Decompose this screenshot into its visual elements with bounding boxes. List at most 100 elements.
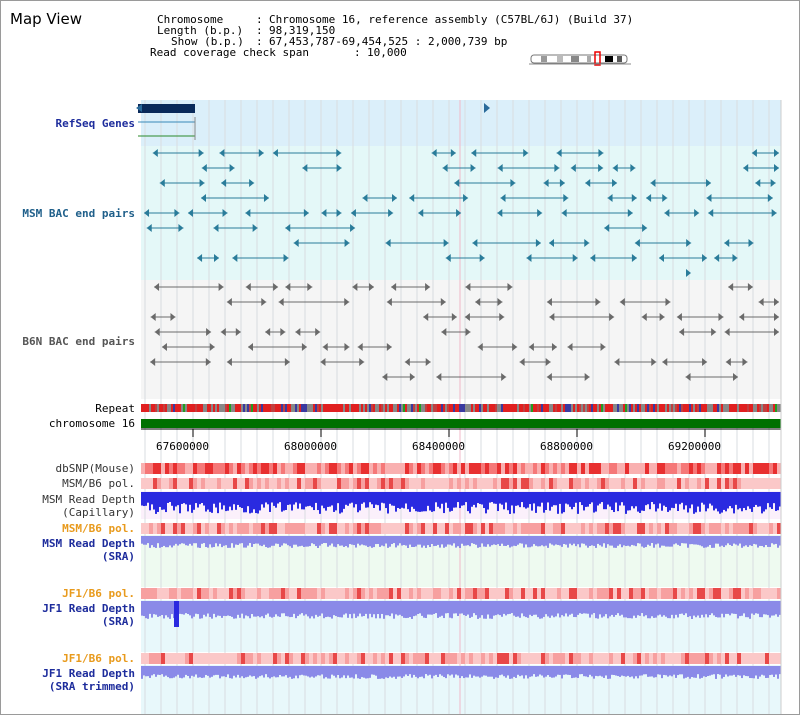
capillary-depth-bar: [397, 492, 399, 508]
polymorphism-cell: [493, 653, 497, 664]
track-label-msm-b6-pol[interactable]: MSM/B6 pol.: [62, 477, 135, 490]
polymorphism-cell: [705, 478, 709, 489]
msm-sra-depth-bar: [767, 536, 769, 547]
polymorphism-cell: [777, 523, 781, 534]
msm-sra-depth-bar: [395, 536, 397, 548]
polymorphism-cell: [757, 653, 761, 664]
track-label-b6n-bac[interactable]: B6N BAC end pairs: [22, 335, 135, 348]
jf1-trim-depth-bar: [363, 666, 365, 678]
capillary-depth-bar: [555, 492, 557, 506]
refseq-gene-arrow: [136, 104, 142, 112]
msm-bac-end: [199, 179, 205, 187]
jf1-trim-depth-bar: [291, 666, 293, 679]
jf1-trim-depth-bar: [437, 666, 439, 678]
jf1-trim-depth-bar: [651, 666, 653, 677]
track-label-jf1-read-depth-trimmed[interactable]: JF1 Read Depth: [42, 667, 135, 680]
repeat-segment: [205, 404, 207, 412]
jf1-sra-depth-bar: [579, 601, 581, 614]
jf1-sra-depth-bar: [733, 601, 735, 614]
polymorphism-cell: [525, 523, 529, 534]
polymorphism-cell: [509, 523, 513, 534]
msm-sra-depth-bar: [193, 536, 195, 544]
repeat-segment: [299, 404, 301, 412]
polymorphism-cell: [697, 463, 701, 474]
jf1-trim-depth-bar: [459, 666, 461, 679]
msm-sra-depth-bar: [609, 536, 611, 546]
capillary-depth-bar: [535, 492, 537, 513]
msm-sra-depth-bar: [777, 536, 779, 548]
track-label-msm-b6-pol-sra[interactable]: MSM/B6 pol.: [62, 522, 135, 535]
jf1-sra-depth-bar: [693, 601, 695, 616]
capillary-depth-bar: [417, 492, 419, 512]
repeat-segment: [563, 404, 565, 412]
polymorphism-cell: [241, 463, 245, 474]
jf1-trim-depth-bar: [153, 666, 155, 675]
track-label-refseq-genes[interactable]: RefSeq Genes: [55, 117, 135, 130]
polymorphism-cell: [389, 653, 393, 664]
capillary-depth-bar: [327, 492, 329, 507]
jf1-sra-depth-bar: [437, 601, 439, 618]
polymorphism-cell: [509, 478, 513, 489]
repeat-segment: [595, 404, 597, 412]
polymorphism-cell: [465, 588, 469, 599]
repeat-segment: [725, 404, 727, 412]
msm-sra-depth-bar: [689, 536, 691, 545]
jf1-trim-depth-bar: [355, 666, 357, 675]
polymorphism-cell: [269, 523, 273, 534]
jf1-sra-depth-bar: [163, 601, 165, 619]
jf1-sra-depth-bar: [439, 601, 441, 617]
msm-bac-end: [548, 239, 554, 247]
polymorphism-cell: [201, 478, 205, 489]
msm-sra-depth-bar: [515, 536, 517, 547]
msm-sra-depth-bar: [771, 536, 773, 544]
polymorphism-cell: [225, 523, 229, 534]
polymorphism-cell: [633, 588, 637, 599]
jf1-sra-depth-bar: [543, 601, 545, 617]
track-label-jf1-read-depth[interactable]: JF1 Read Depth: [42, 602, 135, 615]
polymorphism-cell: [361, 588, 365, 599]
msm-sra-depth-bar: [581, 536, 583, 544]
b6n-bac-end: [352, 283, 358, 291]
repeat-segment: [151, 404, 153, 412]
polymorphism-cell: [501, 588, 505, 599]
track-label-jf1-b6-pol[interactable]: JF1/B6 pol.: [62, 587, 135, 600]
polymorphism-cell: [681, 478, 685, 489]
msm-sra-depth-bar: [585, 536, 587, 546]
jf1-sra-depth-bar: [293, 601, 295, 614]
polymorphism-cell: [233, 463, 237, 474]
msm-sra-depth-bar: [667, 536, 669, 547]
msm-sra-depth-bar: [547, 536, 549, 548]
msm-sra-depth-bar: [337, 536, 339, 545]
track-label-jf1-b6-pol-2[interactable]: JF1/B6 pol.: [62, 652, 135, 665]
jf1-trim-depth-bar: [377, 666, 379, 679]
msm-sra-depth-bar: [645, 536, 647, 548]
msm-sra-depth-bar: [611, 536, 613, 546]
track-label-msm-bac[interactable]: MSM BAC end pairs: [22, 207, 135, 220]
msm-sra-depth-bar: [573, 536, 575, 544]
msm-sra-depth-bar: [469, 536, 471, 547]
track-label-dbsnp[interactable]: dbSNP(Mouse): [55, 462, 135, 475]
polymorphism-cell: [357, 478, 361, 489]
polymorphism-cell: [741, 478, 745, 489]
polymorphism-cell: [681, 523, 685, 534]
capillary-depth-bar: [239, 492, 241, 508]
msm-bac-end: [219, 149, 225, 157]
jf1-sra-depth-bar: [541, 601, 543, 619]
jf1-sra-depth-bar: [577, 601, 579, 615]
polymorphism-cell: [665, 588, 669, 599]
polymorphism-cell: [377, 523, 381, 534]
msm-bac-end: [590, 254, 596, 262]
b6n-bac-end: [546, 298, 552, 306]
repeat-segment: [537, 404, 539, 412]
polymorphism-cell: [445, 653, 449, 664]
msm-bac-end: [229, 164, 235, 172]
msm-bac-end: [479, 254, 485, 262]
jf1-trim-depth-bar: [237, 666, 239, 675]
msm-sra-depth-bar: [155, 536, 157, 548]
jf1-trim-depth-bar: [167, 666, 169, 678]
msm-sra-depth-bar: [423, 536, 425, 546]
track-label-msm-read-depth-capillary[interactable]: MSM Read Depth: [42, 493, 135, 506]
track-label-msm-read-depth-sra[interactable]: MSM Read Depth: [42, 537, 135, 550]
b6n-bac-end: [546, 373, 552, 381]
jf1-trim-depth-bar: [627, 666, 629, 676]
